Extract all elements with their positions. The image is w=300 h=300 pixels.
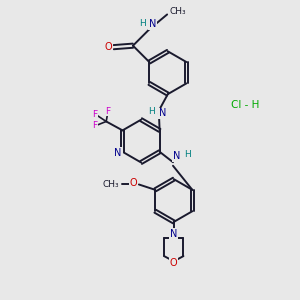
Text: CH₃: CH₃ <box>102 180 119 189</box>
Text: F: F <box>92 122 97 130</box>
Text: H: H <box>140 20 146 28</box>
Text: H: H <box>148 107 155 116</box>
Text: N: N <box>170 229 178 239</box>
Text: N: N <box>159 108 166 118</box>
Text: F: F <box>92 110 97 118</box>
Text: F: F <box>105 106 110 116</box>
Text: CH₃: CH₃ <box>169 7 186 16</box>
Text: H: H <box>184 150 191 159</box>
Text: Cl - H: Cl - H <box>231 100 259 110</box>
Text: N: N <box>149 19 157 29</box>
Text: O: O <box>130 178 137 188</box>
Text: O: O <box>104 42 112 52</box>
Text: O: O <box>170 258 178 268</box>
Text: N: N <box>114 148 122 158</box>
Text: N: N <box>173 151 181 161</box>
